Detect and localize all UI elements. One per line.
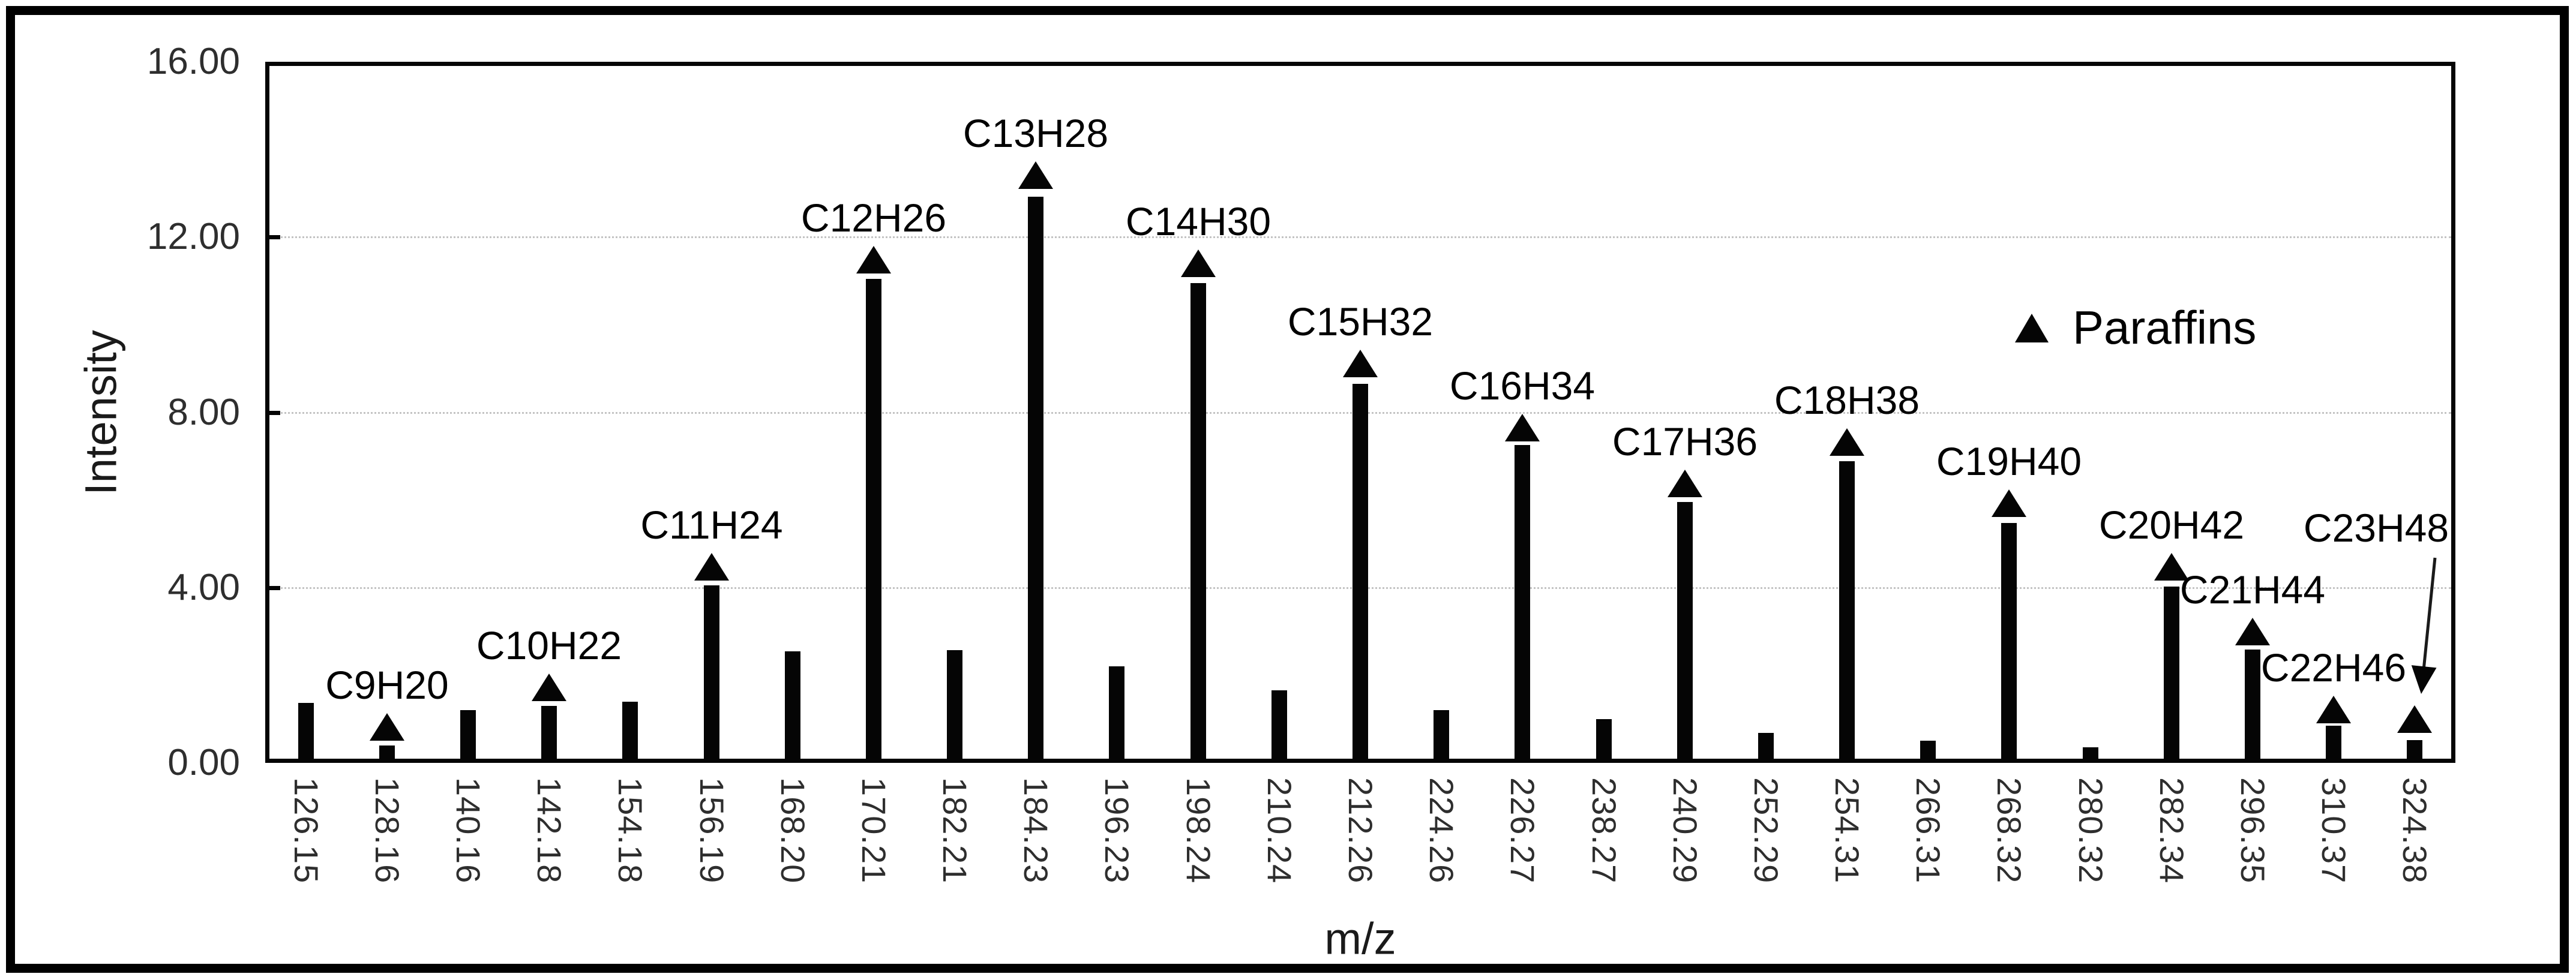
x-tick-label-210.24: 210.24 — [1261, 777, 1299, 884]
x-tick-label-156.19: 156.19 — [693, 777, 731, 884]
point-label-C11H24: C11H24 — [640, 503, 783, 547]
bar-282.34 — [2164, 587, 2179, 763]
bar-168.20 — [785, 651, 800, 763]
y-tick-mark-4 — [269, 585, 280, 590]
y-tick-mark-8 — [269, 410, 280, 415]
bar-142.18 — [541, 706, 557, 763]
x-axis-title: m/z — [1324, 913, 1396, 964]
paraffin-marker-128.16 — [370, 713, 404, 741]
x-tick-label-240.29: 240.29 — [1666, 777, 1704, 884]
bar-324.38 — [2407, 740, 2422, 763]
point-label-C16H34: C16H34 — [1449, 363, 1596, 408]
x-tick-label-238.27: 238.27 — [1585, 777, 1623, 884]
annotation-label: C23H48 — [2303, 506, 2449, 550]
x-tick-label-182.21: 182.21 — [936, 777, 974, 884]
bar-126.15 — [298, 703, 314, 763]
bar-296.35 — [2245, 650, 2260, 763]
x-tick-label-128.16: 128.16 — [368, 777, 406, 884]
paraffin-marker-310.37 — [2316, 696, 2351, 723]
bar-268.32 — [2001, 523, 2017, 763]
paraffin-marker-226.27 — [1505, 414, 1540, 441]
x-tick-label-226.27: 226.27 — [1504, 777, 1542, 884]
x-tick-label-324.38: 324.38 — [2396, 777, 2434, 884]
y-tick-label-0: 0.00 — [167, 742, 240, 783]
bar-184.23 — [1028, 197, 1043, 763]
x-tick-label-184.23: 184.23 — [1017, 777, 1055, 884]
bar-156.19 — [704, 585, 719, 763]
x-tick-label-266.31: 266.31 — [1909, 777, 1947, 884]
x-tick-label-280.32: 280.32 — [2072, 777, 2110, 884]
bar-240.29 — [1677, 502, 1693, 763]
point-label-C12H26: C12H26 — [800, 196, 947, 240]
x-tick-label-126.15: 126.15 — [287, 777, 325, 884]
x-tick-label-282.34: 282.34 — [2153, 777, 2191, 884]
paraffin-marker-170.21 — [856, 246, 891, 273]
legend: Paraffins — [2015, 300, 2256, 355]
paraffin-marker-282.34 — [2154, 553, 2189, 581]
point-label-C13H28: C13H28 — [962, 111, 1109, 155]
x-tick-label-142.18: 142.18 — [530, 777, 568, 884]
x-tick-label-252.29: 252.29 — [1747, 777, 1785, 884]
paraffin-marker-324.38 — [2397, 705, 2432, 733]
paraffin-marker-212.26 — [1343, 350, 1378, 377]
paraffin-marker-198.24 — [1181, 249, 1216, 277]
x-tick-label-154.18: 154.18 — [611, 777, 649, 884]
bar-128.16 — [379, 745, 395, 763]
bar-210.24 — [1271, 690, 1287, 763]
bar-238.27 — [1596, 719, 1612, 763]
bar-280.32 — [2083, 747, 2098, 763]
point-label-C22H46: C22H46 — [2260, 645, 2407, 690]
bar-182.21 — [947, 650, 962, 763]
bar-154.18 — [622, 702, 638, 763]
y-tick-label-12: 12.00 — [146, 216, 240, 257]
bar-266.31 — [1920, 741, 1936, 763]
paraffin-marker-142.18 — [532, 674, 566, 701]
y-tick-mark-12 — [269, 235, 280, 240]
x-tick-label-224.26: 224.26 — [1423, 777, 1461, 884]
x-tick-label-254.31: 254.31 — [1828, 777, 1866, 884]
bar-196.23 — [1109, 666, 1124, 763]
y-tick-label-8: 8.00 — [167, 392, 240, 433]
x-tick-label-198.24: 198.24 — [1180, 777, 1217, 884]
paraffin-marker-268.32 — [1992, 489, 2026, 517]
bar-224.26 — [1434, 710, 1449, 763]
x-tick-label-168.20: 168.20 — [774, 777, 812, 884]
y-tick-label-16: 16.00 — [146, 41, 240, 82]
x-tick-label-170.21: 170.21 — [855, 777, 893, 884]
point-label-C20H42: C20H42 — [2098, 503, 2245, 547]
point-label-C17H36: C17H36 — [1612, 419, 1758, 464]
bar-226.27 — [1515, 445, 1530, 763]
bar-310.37 — [2326, 726, 2341, 763]
x-tick-label-310.37: 310.37 — [2315, 777, 2353, 884]
x-tick-label-140.16: 140.16 — [449, 777, 487, 884]
bar-252.29 — [1758, 733, 1774, 763]
paraffin-marker-296.35 — [2235, 618, 2270, 645]
point-label-C14H30: C14H30 — [1125, 199, 1271, 244]
point-label-C15H32: C15H32 — [1287, 299, 1434, 344]
bar-170.21 — [866, 279, 881, 763]
x-tick-label-196.23: 196.23 — [1098, 777, 1136, 884]
y-axis-title: Intensity — [76, 330, 126, 495]
point-label-C18H38: C18H38 — [1774, 378, 1920, 422]
legend-label: Paraffins — [2073, 301, 2257, 354]
paraffin-marker-184.23 — [1018, 161, 1053, 189]
bar-140.16 — [460, 710, 476, 763]
point-label-C9H20: C9H20 — [325, 663, 449, 707]
x-tick-label-212.26: 212.26 — [1342, 777, 1380, 884]
x-tick-label-296.35: 296.35 — [2234, 777, 2272, 884]
point-label-C10H22: C10H22 — [476, 623, 622, 668]
bar-254.31 — [1839, 461, 1855, 763]
bar-198.24 — [1190, 283, 1206, 763]
paraffin-marker-240.29 — [1668, 470, 1702, 497]
point-label-C19H40: C19H40 — [1936, 439, 2082, 483]
paraffin-marker-254.31 — [1830, 428, 1864, 456]
bar-212.26 — [1353, 384, 1368, 763]
paraffin-marker-156.19 — [694, 553, 729, 581]
filled-triangle-icon — [2015, 313, 2049, 342]
x-tick-label-268.32: 268.32 — [1990, 777, 2028, 884]
gridline-12 — [269, 236, 2451, 239]
y-tick-label-4: 4.00 — [167, 567, 240, 608]
point-label-C21H44: C21H44 — [2179, 567, 2326, 612]
